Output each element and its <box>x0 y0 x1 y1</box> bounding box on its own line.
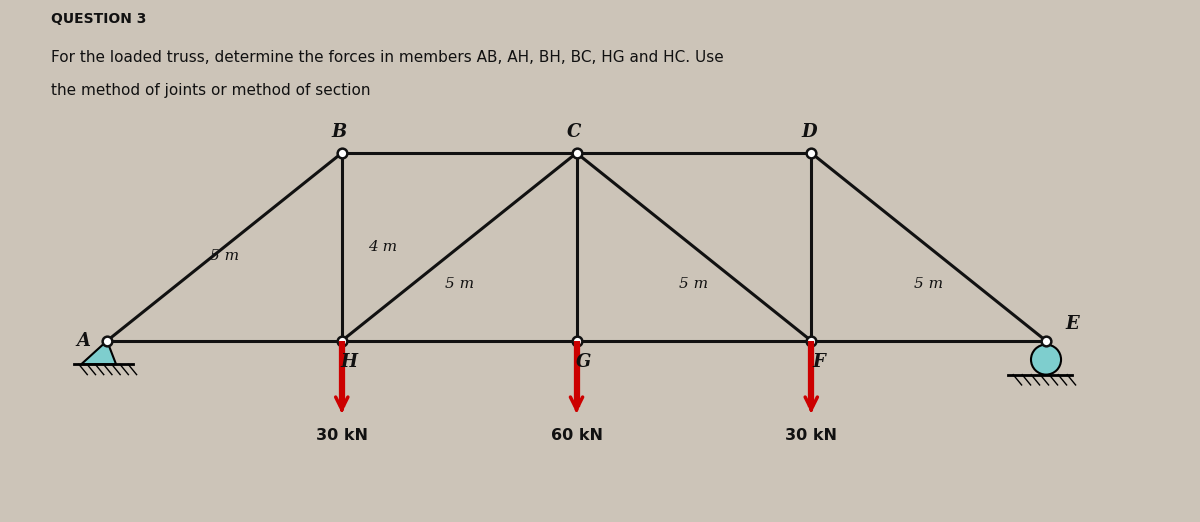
Text: D: D <box>802 123 817 141</box>
Text: QUESTION 3: QUESTION 3 <box>50 12 146 26</box>
Text: C: C <box>566 123 581 141</box>
Text: 5 m: 5 m <box>679 278 708 291</box>
Text: B: B <box>332 123 347 141</box>
Text: 4 m: 4 m <box>367 240 397 254</box>
Text: 5 m: 5 m <box>914 278 943 291</box>
Text: F: F <box>812 353 824 371</box>
Text: 30 kN: 30 kN <box>316 428 367 443</box>
Text: H: H <box>341 353 358 371</box>
Circle shape <box>1031 345 1061 375</box>
Text: For the loaded truss, determine the forces in members AB, AH, BH, BC, HG and HC.: For the loaded truss, determine the forc… <box>50 50 724 65</box>
Text: 5 m: 5 m <box>444 278 474 291</box>
Text: 60 kN: 60 kN <box>551 428 602 443</box>
Text: E: E <box>1064 315 1079 334</box>
Text: G: G <box>576 353 592 371</box>
Polygon shape <box>82 341 116 364</box>
Text: 30 kN: 30 kN <box>785 428 838 443</box>
Text: the method of joints or method of section: the method of joints or method of sectio… <box>50 82 370 98</box>
Text: A: A <box>77 332 90 350</box>
Text: 5 m: 5 m <box>210 250 239 263</box>
